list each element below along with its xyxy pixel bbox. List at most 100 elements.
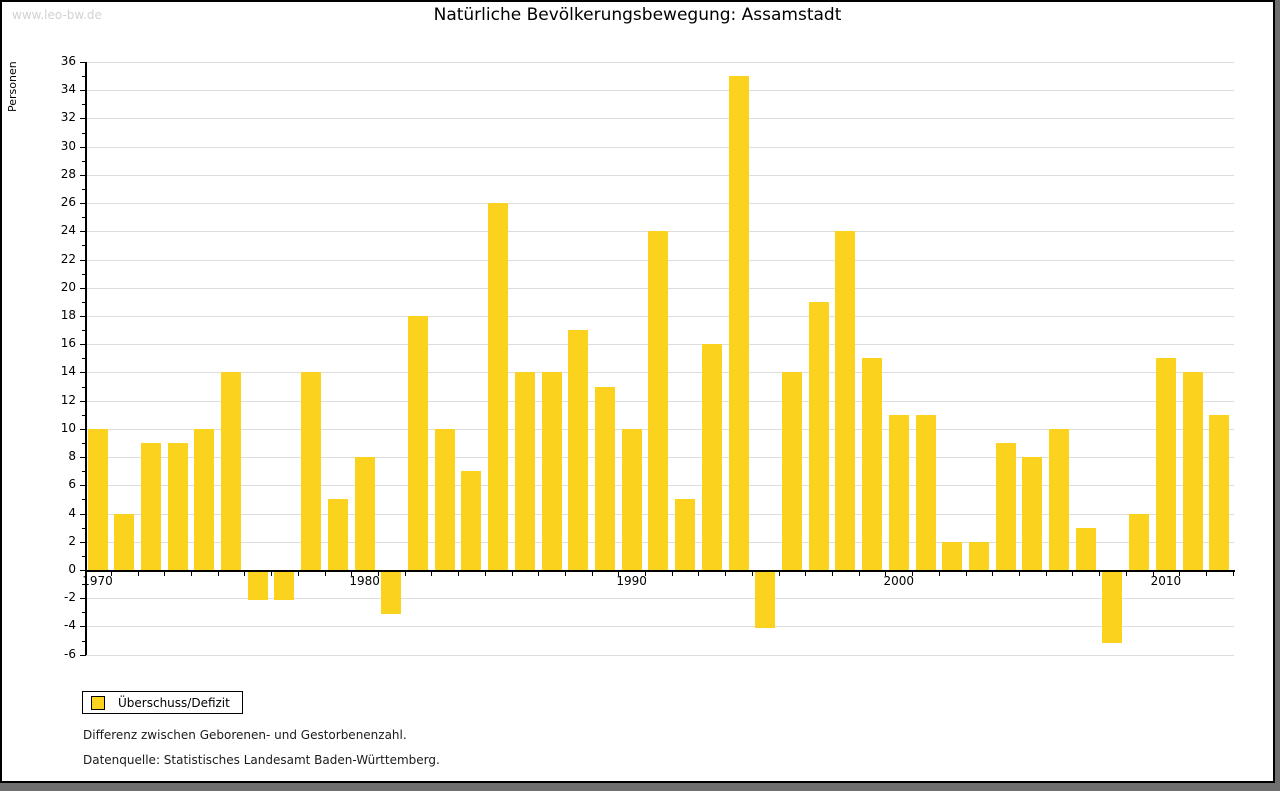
bar-1986: [514, 372, 535, 570]
bar-1995: [755, 572, 776, 629]
y-axis-label-24: 24: [60, 223, 76, 238]
y-axis-tick-23: [82, 245, 86, 247]
bar-1974: [194, 428, 215, 570]
y-axis-tick-15: [82, 358, 86, 360]
y-axis-tick-32: [80, 118, 86, 120]
gridline--4: [86, 626, 1234, 628]
y-axis-tick--3: [82, 612, 86, 614]
y-axis-tick-21: [82, 273, 86, 275]
y-axis-label--2: -2: [64, 590, 76, 605]
x-axis-tick-11: [404, 572, 406, 576]
x-axis-tick-31: [938, 572, 940, 576]
y-axis-tick--5: [82, 640, 86, 642]
bar-1984: [461, 471, 482, 570]
x-axis-tick-42: [1232, 572, 1234, 576]
bar-1977: [274, 572, 295, 601]
x-axis-tick-18: [591, 572, 593, 576]
y-axis-tick-24: [80, 231, 86, 233]
y-axis-tick-4: [80, 513, 86, 515]
y-axis-tick-7: [82, 471, 86, 473]
y-axis-label-16: 16: [60, 336, 76, 351]
y-axis-line: [85, 62, 87, 655]
bar-2008: [1102, 572, 1123, 643]
gridline-30: [86, 146, 1234, 148]
y-axis-tick-18: [80, 316, 86, 318]
legend-swatch: [91, 695, 105, 710]
y-axis-label-32: 32: [60, 110, 76, 125]
y-axis-tick-19: [82, 301, 86, 303]
y-axis-tick-9: [82, 443, 86, 444]
bar-1985: [488, 203, 509, 570]
bar-2003: [968, 541, 989, 570]
gridline--6: [86, 654, 1234, 656]
x-axis-tick-0: [110, 572, 112, 576]
y-axis-label-14: 14: [60, 364, 76, 379]
y-axis-label-18: 18: [60, 308, 76, 323]
y-axis-label-12: 12: [60, 392, 76, 407]
x-axis-tick-17: [564, 572, 566, 576]
y-axis-tick-35: [82, 76, 86, 78]
y-axis-label-4: 4: [68, 505, 76, 520]
y-axis-label-22: 22: [60, 251, 76, 266]
bar-2006: [1049, 428, 1070, 570]
x-axis-label-2000: 2000: [883, 574, 915, 588]
x-axis-tick-39: [1152, 572, 1154, 576]
x-axis-tick-8: [324, 572, 326, 576]
y-axis-label-34: 34: [60, 82, 76, 97]
footnote-source: Datenquelle: Statistisches Landesamt Bad…: [83, 753, 440, 767]
x-axis-tick-10: [377, 572, 379, 576]
x-axis-tick-40: [1179, 572, 1181, 576]
x-axis-label-1970: 1970: [82, 574, 113, 588]
y-axis-label-8: 8: [68, 449, 76, 464]
bar-1999: [862, 358, 883, 570]
bar-2005: [1022, 457, 1043, 570]
y-axis-tick-36: [80, 62, 86, 64]
y-axis-tick-5: [82, 499, 86, 501]
gridline-28: [86, 174, 1234, 176]
y-axis-tick-33: [82, 104, 86, 106]
x-axis-tick-19: [618, 572, 620, 576]
bar-2012: [1209, 414, 1230, 570]
y-axis-tick-11: [82, 414, 86, 416]
x-axis-tick-20: [645, 572, 647, 576]
x-axis-tick-38: [1125, 572, 1127, 576]
bar-2007: [1075, 527, 1096, 570]
y-axis-tick-34: [80, 90, 86, 92]
y-axis-tick-25: [82, 217, 86, 219]
x-axis-tick-23: [725, 572, 727, 576]
bar-2009: [1129, 513, 1150, 570]
y-axis-label-0: 0: [68, 562, 76, 576]
x-axis-tick-24: [751, 572, 753, 576]
x-axis-tick-13: [458, 572, 460, 576]
bar-2000: [888, 414, 909, 570]
bar-1982: [408, 316, 429, 570]
legend-label: Überschuss/Defizit: [118, 695, 230, 710]
y-axis-tick-28: [80, 174, 86, 176]
y-axis-tick-0: [80, 570, 86, 571]
x-axis-tick-9: [351, 572, 353, 576]
x-axis-tick-5: [244, 572, 246, 576]
x-axis-tick-26: [805, 572, 807, 576]
bar-1976: [247, 572, 268, 601]
y-axis-tick-3: [82, 527, 86, 529]
plot-area: -6 -4 -2 0 2 4 6 8 10 12 14 16 18 20 22 24 26 28 30 32 34 36 1…: [61, 54, 1235, 661]
bar-1998: [835, 231, 856, 570]
y-axis-tick--1: [82, 584, 86, 586]
y-axis-label--6: -6: [64, 646, 76, 661]
x-axis-tick-35: [1045, 572, 1047, 576]
x-axis-tick-28: [858, 572, 860, 576]
x-axis-tick-4: [217, 572, 219, 576]
x-axis-label-2010: 2010: [1150, 574, 1182, 588]
y-axis-tick-26: [80, 203, 86, 205]
footnote-description: Differenz zwischen Geborenen- und Gestor…: [83, 728, 407, 742]
bar-1978: [301, 372, 322, 570]
gridline-36: [86, 62, 1234, 64]
y-axis-title: Personen: [6, 61, 19, 112]
x-axis-tick-25: [778, 572, 780, 576]
bar-1973: [167, 443, 188, 570]
y-axis-tick-17: [82, 330, 86, 332]
x-axis-tick-37: [1099, 572, 1101, 576]
bar-1975: [221, 372, 242, 570]
x-axis-tick-36: [1072, 572, 1074, 576]
